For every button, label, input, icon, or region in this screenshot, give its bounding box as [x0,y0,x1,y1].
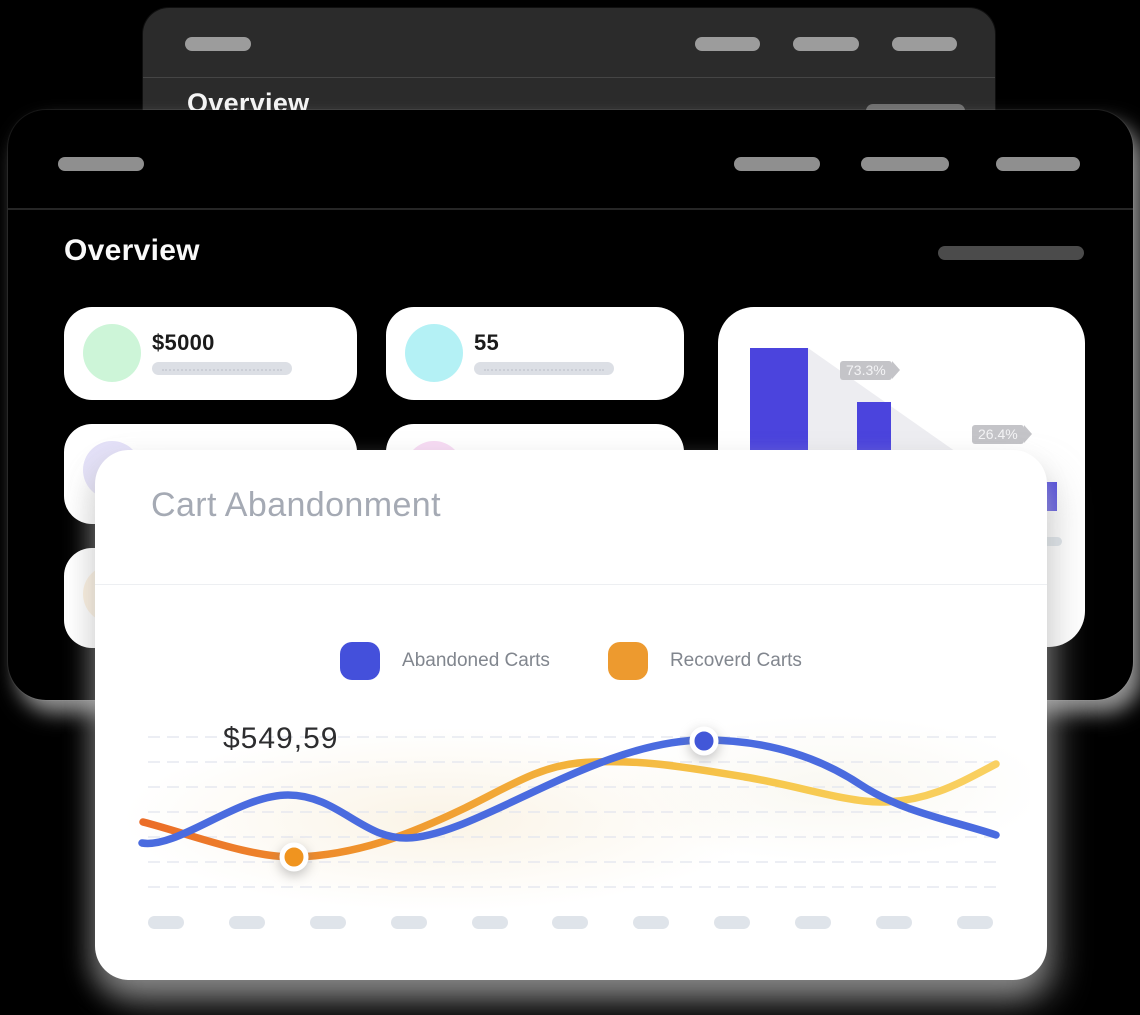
axis-tick [309,916,346,929]
chart-legend: Abandoned Carts Recoverd Carts [95,642,1047,680]
axis-tick [714,916,751,929]
orders-accent-circle [405,324,463,382]
funnel-placeholder-dash [1036,537,1062,546]
cart-card-title: Cart Abandonment [151,486,441,524]
axis-tick [795,916,832,929]
back-logo-pill [185,37,251,51]
recovered-label: Recoverd Carts [669,650,802,671]
back-nav-pill-3[interactable] [892,37,957,51]
back-nav-pill-2[interactable] [793,37,859,51]
orders-value: 55 [474,330,500,355]
abandoned-carts-line [138,736,1000,848]
page-action-pill[interactable] [938,246,1084,260]
main-nav-pill-2[interactable] [861,157,949,171]
legend-item-recovered[interactable]: Recoverd Carts [607,642,802,680]
funnel-badge-1: 73.3% [840,361,900,380]
axis-tick [228,916,265,929]
line-chart-svg [138,726,1000,888]
axis-tick [552,916,589,929]
main-nav-pill-1[interactable] [734,157,820,171]
funnel-badge-2: 26.4% [972,425,1032,444]
cart-card-divider [95,584,1047,585]
cart-abandonment-card: Cart Abandonment Abandoned Carts Recover… [95,450,1047,980]
abandoned-marker-dot[interactable] [689,726,719,756]
abandoned-label: Abandoned Carts [402,650,550,671]
chart-glow [110,705,1030,925]
page-title: Overview [64,234,200,267]
axis-tick [148,916,184,929]
revenue-placeholder-bar [152,362,292,375]
axis-tick [390,916,427,929]
main-window-header [8,110,1133,210]
legend-item-abandoned[interactable]: Abandoned Carts [340,642,550,680]
revenue-value: $5000 [152,330,215,355]
x-axis-ticks [148,916,993,929]
recovered-swatch [607,642,648,680]
main-nav-pill-3[interactable] [996,157,1080,171]
axis-tick [633,916,670,929]
main-logo-pill [58,157,144,171]
recovered-marker-dot[interactable] [279,842,309,872]
stat-card-revenue: $5000 [64,307,357,400]
stat-card-orders: 55 [386,307,684,400]
abandoned-swatch [340,642,381,680]
line-chart [110,705,1030,925]
grid-lines [148,736,1000,888]
axis-tick [956,916,993,929]
axis-tick [876,916,913,929]
back-window-header [143,8,995,78]
orders-placeholder-bar [474,362,614,375]
axis-tick [471,916,508,929]
revenue-accent-circle [83,324,141,382]
chart-value-annotation: $549,59 [223,722,339,755]
back-nav-pill-1[interactable] [695,37,760,51]
